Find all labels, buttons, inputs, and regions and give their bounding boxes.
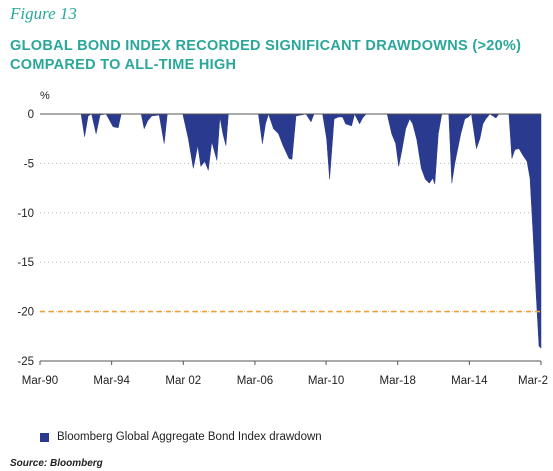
drawdown-chart: % 0 -5 -10 -15 -20 -25 Mar-90 Mar-94 Mar 02 Mar-06… — [17, 90, 548, 387]
y-axis-unit-label: % — [40, 90, 50, 102]
figure-label: Figure 13 — [10, 4, 77, 23]
x-tick-label: Mar-90 — [22, 375, 58, 387]
legend-swatch — [40, 432, 49, 442]
y-tick-label: -15 — [17, 257, 34, 269]
y-tick-label: -25 — [17, 356, 34, 368]
y-tick-label: -20 — [17, 307, 34, 319]
source-note: Source: Bloomberg — [10, 458, 103, 469]
x-tick-label: Mar-06 — [237, 375, 273, 387]
drawdown-area — [40, 113, 542, 349]
x-tick-label: Mar-94 — [93, 375, 130, 387]
y-tick-label: -5 — [24, 158, 34, 170]
x-tick-label: Mar-14 — [451, 375, 488, 387]
chart-title: GLOBAL BOND INDEX RECORDED SIGNIFICANT D… — [10, 38, 522, 73]
x-tick-label: Mar 02 — [165, 375, 201, 387]
x-tick-label: Mar-10 — [308, 375, 344, 387]
legend-label: Bloomberg Global Aggregate Bond Index dr… — [57, 431, 322, 443]
legend: Bloomberg Global Aggregate Bond Index dr… — [40, 431, 322, 443]
x-tick-label: Mar-18 — [379, 375, 415, 387]
y-tick-label: -10 — [17, 208, 34, 220]
x-tick-label: Mar-2 — [518, 375, 548, 387]
y-tick-label: 0 — [28, 109, 34, 121]
